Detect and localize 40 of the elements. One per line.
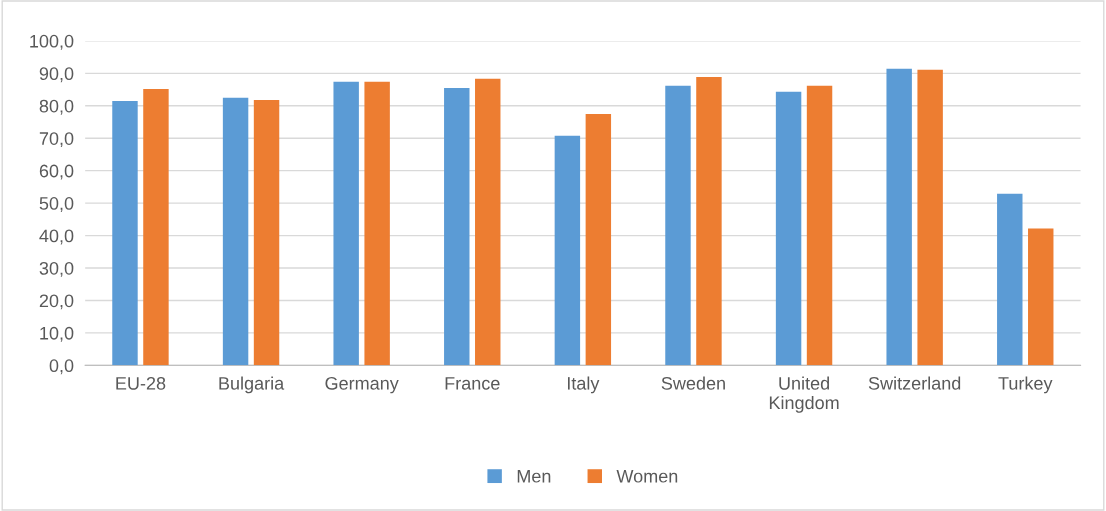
x-tick-label: Bulgaria (219, 376, 285, 394)
bar (585, 113, 612, 366)
y-tick-label: 90,0 (39, 67, 74, 83)
bar (554, 135, 581, 366)
x-tick-label: United Kingdom (769, 376, 839, 413)
x-tick-label: Switzerland (868, 376, 961, 390)
x-tick-label: France (445, 377, 500, 390)
y-tick-label: 30,0 (39, 261, 74, 277)
bar (806, 85, 833, 366)
y-tick-label: 10,0 (40, 326, 74, 342)
y-tick-label: 0,0 (49, 359, 74, 375)
y-tick-label: 40,0 (39, 229, 74, 245)
legend-label: Men (517, 469, 551, 483)
legend-label: Women (616, 469, 678, 483)
bar (444, 87, 470, 366)
bar (222, 97, 249, 366)
bar (364, 81, 390, 366)
x-tick-label: EU-28 (116, 376, 166, 390)
x-tick-label: Turkey (998, 376, 1053, 394)
bar (775, 91, 802, 366)
bar (886, 68, 912, 366)
y-tick-label: 60,0 (39, 164, 74, 180)
bar (112, 100, 138, 366)
y-tick-label: 50,0 (39, 197, 74, 212)
y-tick-label: 70,0 (39, 132, 74, 148)
bar (253, 99, 280, 366)
y-tick-label: 80,0 (39, 99, 74, 115)
x-tick-label: Italy (567, 376, 600, 394)
bar (333, 81, 359, 366)
bar (917, 69, 943, 366)
y-tick-label: 20,0 (39, 294, 74, 310)
bar (143, 88, 169, 366)
bar (665, 85, 691, 366)
bar (696, 76, 722, 366)
bar (997, 193, 1023, 366)
bar (475, 78, 501, 366)
bar (1028, 228, 1054, 366)
x-tick-label: Germany (325, 376, 399, 394)
y-tick-label: 100,0 (30, 34, 74, 50)
x-tick-label: Sweden (661, 376, 725, 390)
